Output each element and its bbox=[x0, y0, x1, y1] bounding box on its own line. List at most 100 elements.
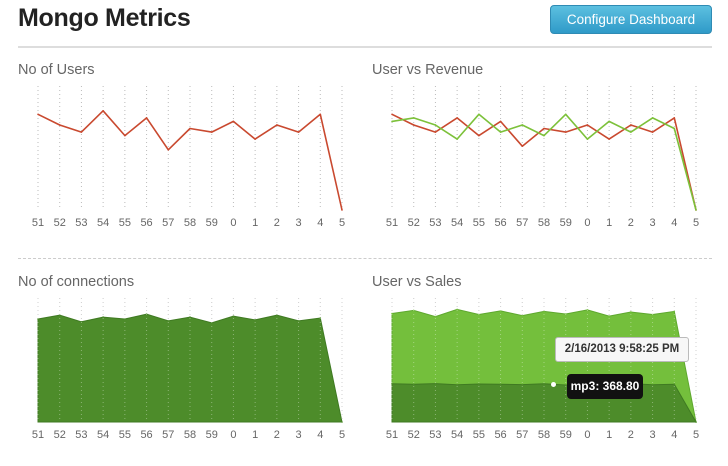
x-tick-label: 3 bbox=[650, 217, 656, 229]
x-tick-label: 0 bbox=[230, 217, 236, 229]
data-point-revenue bbox=[630, 131, 632, 133]
tooltip-date: 2/16/2013 9:58:25 PM bbox=[555, 337, 689, 362]
data-point-users bbox=[521, 145, 524, 148]
x-tick-label: 4 bbox=[671, 217, 677, 229]
data-point-revenue bbox=[434, 124, 437, 126]
x-tick-label: 3 bbox=[296, 217, 302, 229]
x-tick-label: 56 bbox=[494, 217, 506, 229]
data-point-users bbox=[673, 117, 676, 119]
x-tick-label: 51 bbox=[386, 429, 398, 441]
x-tick-label: 3 bbox=[650, 429, 656, 441]
data-point-connections bbox=[167, 320, 170, 322]
revenue-chart-panel: User vs Revenue 51 52 53 54 55 56 57 58 59 0 1 2 3 4 5 bbox=[372, 62, 712, 242]
x-tick-label: 4 bbox=[671, 429, 677, 441]
data-point-connections bbox=[102, 316, 104, 318]
x-tick-label: 54 bbox=[451, 429, 463, 441]
data-point-connections bbox=[80, 321, 83, 323]
data-point-revenue bbox=[651, 117, 654, 119]
data-point-users bbox=[210, 131, 213, 133]
data-point-users bbox=[124, 134, 126, 137]
data-point-users bbox=[297, 131, 300, 133]
x-tick-label: 0 bbox=[230, 429, 236, 441]
x-tick-label: 56 bbox=[494, 429, 506, 441]
data-point-sales bbox=[608, 315, 610, 317]
data-point-revenue bbox=[478, 113, 480, 116]
data-point-connections bbox=[297, 320, 300, 322]
data-point-users bbox=[391, 113, 393, 116]
x-tick-label: 56 bbox=[140, 217, 152, 229]
data-point-users bbox=[564, 131, 567, 133]
data-point-mp3 bbox=[673, 383, 676, 385]
users-chart[interactable]: 51 52 53 54 55 56 57 58 59 0 1 2 3 4 5 bbox=[18, 82, 354, 237]
configure-dashboard-button[interactable]: Configure Dashboard bbox=[550, 5, 712, 34]
users-chart-panel: No of Users 51 52 53 54 55 56 57 58 59 0 1 2 3 4 5 bbox=[18, 62, 358, 242]
data-point-users bbox=[319, 113, 322, 116]
x-tick-label: 51 bbox=[32, 429, 44, 441]
data-point-sales bbox=[543, 310, 545, 313]
x-tick-label: 1 bbox=[252, 429, 258, 441]
data-point-users bbox=[651, 131, 654, 133]
data-point-users bbox=[145, 117, 148, 119]
data-point-connections bbox=[58, 314, 61, 316]
data-point-revenue bbox=[695, 209, 697, 211]
x-tick-label: 0 bbox=[584, 429, 590, 441]
data-point-users bbox=[167, 148, 170, 151]
x-tick-label: 5 bbox=[339, 217, 345, 229]
data-point-users bbox=[434, 131, 437, 133]
x-tick-label: 4 bbox=[317, 429, 323, 441]
x-tick-label: 57 bbox=[162, 429, 174, 441]
connections-chart-panel: No of connections 51 52 53 54 55 56 57 58 59 0 1 2 3… bbox=[18, 274, 358, 454]
x-tick-label: 54 bbox=[97, 429, 109, 441]
x-tick-label: 5 bbox=[339, 429, 345, 441]
data-point-revenue bbox=[521, 124, 524, 126]
x-tick-label: 54 bbox=[451, 217, 463, 229]
x-tick-label: 1 bbox=[606, 217, 612, 229]
revenue-chart[interactable]: 51 52 53 54 55 56 57 58 59 0 1 2 3 4 5 bbox=[372, 82, 708, 237]
x-tick-label: 53 bbox=[429, 217, 441, 229]
data-point-revenue bbox=[412, 117, 415, 119]
x-tick-label: 51 bbox=[32, 217, 44, 229]
data-point-mp3 bbox=[391, 382, 393, 385]
data-point-mp3 bbox=[521, 383, 524, 386]
data-point-users bbox=[456, 117, 458, 119]
data-point-mp3 bbox=[412, 383, 415, 386]
data-point-users bbox=[37, 113, 39, 116]
data-point-users bbox=[276, 124, 278, 126]
data-point-revenue bbox=[543, 134, 545, 137]
data-point-revenue bbox=[456, 138, 458, 140]
data-point-connections bbox=[232, 315, 235, 317]
data-point-users bbox=[58, 124, 61, 126]
x-tick-label: 1 bbox=[606, 429, 612, 441]
x-tick-label: 59 bbox=[206, 429, 218, 441]
x-tick-label: 3 bbox=[296, 429, 302, 441]
x-tick-label: 53 bbox=[429, 429, 441, 441]
data-point-sales bbox=[651, 313, 654, 316]
data-point-mp3 bbox=[456, 384, 458, 386]
data-point-connections bbox=[254, 319, 256, 321]
data-point-sales bbox=[412, 309, 415, 312]
revenue-chart-title: User vs Revenue bbox=[372, 62, 484, 78]
x-tick-label: 57 bbox=[516, 429, 528, 441]
data-point-users bbox=[543, 127, 545, 130]
data-point-users bbox=[586, 124, 589, 126]
data-point-mp3 bbox=[434, 382, 437, 385]
x-tick-label: 2 bbox=[274, 429, 280, 441]
data-point-sales bbox=[478, 313, 480, 316]
x-tick-label: 0 bbox=[584, 217, 590, 229]
x-tick-label: 5 bbox=[693, 217, 699, 229]
data-point-sales bbox=[521, 314, 524, 317]
x-tick-label: 58 bbox=[538, 217, 550, 229]
data-point-revenue bbox=[608, 120, 610, 123]
x-tick-label: 54 bbox=[97, 217, 109, 229]
data-point-users bbox=[232, 120, 235, 123]
connections-chart[interactable]: 51 52 53 54 55 56 57 58 59 0 1 2 3 4 5 bbox=[18, 294, 354, 449]
x-tick-label: 55 bbox=[473, 217, 485, 229]
data-point-sales bbox=[391, 312, 393, 315]
x-tick-label: 2 bbox=[628, 429, 634, 441]
header-divider bbox=[18, 46, 712, 48]
x-tick-label: 58 bbox=[184, 429, 196, 441]
x-tick-label: 59 bbox=[206, 217, 218, 229]
sales-chart[interactable]: 51 52 53 54 55 56 57 58 59 0 1 2 3 4 5 bbox=[372, 294, 708, 449]
hover-point-marker bbox=[551, 382, 556, 387]
x-tick-label: 55 bbox=[119, 217, 131, 229]
